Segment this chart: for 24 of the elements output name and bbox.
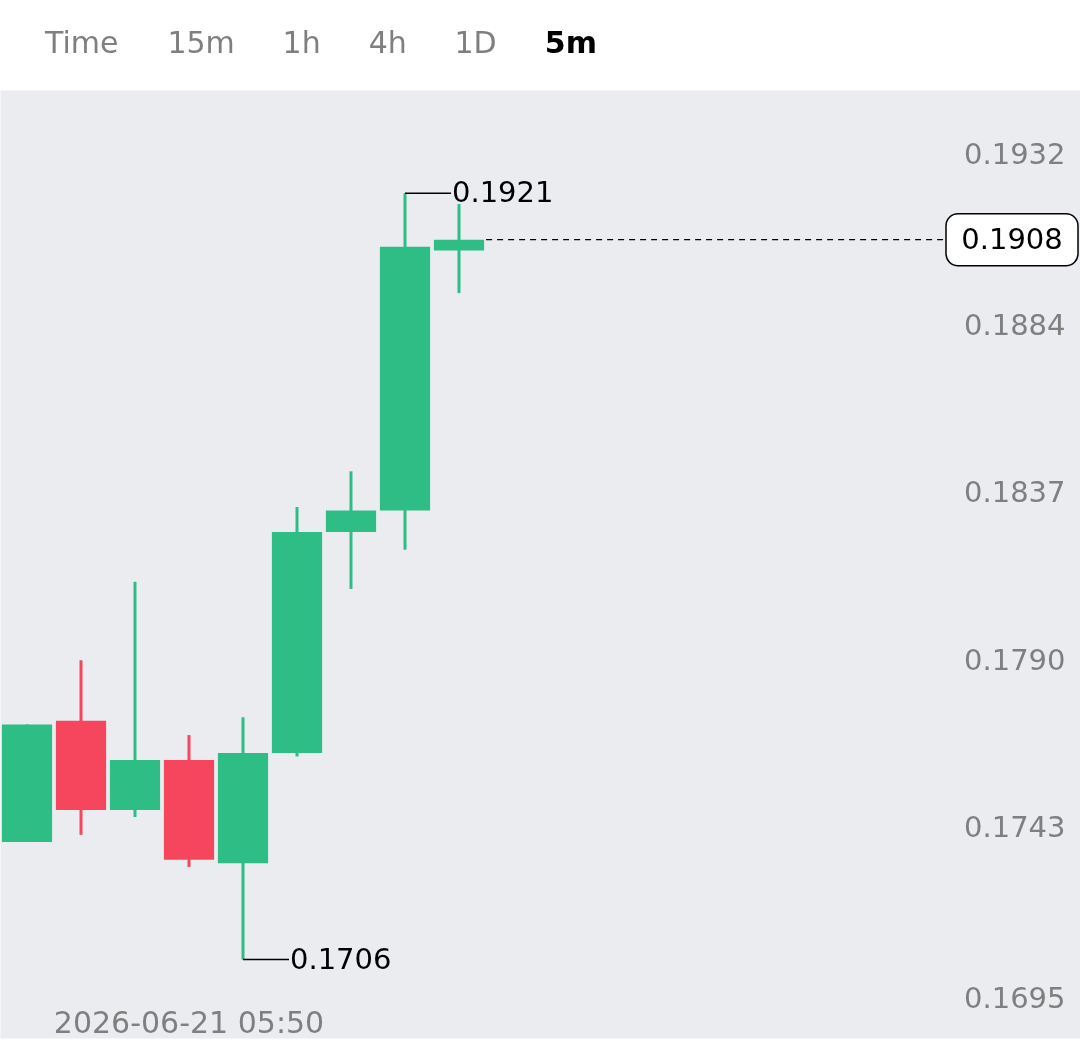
text: 15m bbox=[167, 25, 235, 60]
text: 4h bbox=[368, 25, 407, 60]
text: 1h bbox=[282, 25, 321, 60]
x-tick-label: 2026-06-21 05:50 bbox=[53, 1004, 325, 1040]
candlestick bbox=[379, 193, 431, 550]
y-tick-label: 0.1743 bbox=[964, 810, 1066, 845]
y-tick-label: 0.1790 bbox=[964, 642, 1066, 677]
text: Time bbox=[44, 25, 119, 60]
y-tick-label: 0.1837 bbox=[964, 475, 1066, 510]
candlestick bbox=[325, 471, 377, 589]
y-tick-label: 0.1695 bbox=[964, 981, 1066, 1016]
text: 0.1706 bbox=[290, 941, 392, 976]
candlestick bbox=[55, 660, 107, 835]
y-tick-label: 0.1884 bbox=[964, 307, 1066, 342]
candlestick bbox=[109, 580, 161, 819]
y-tick-label: 0.1932 bbox=[964, 136, 1066, 171]
text: 0.1921 bbox=[452, 175, 554, 210]
text: 1D bbox=[454, 25, 497, 60]
candlestick bbox=[217, 717, 269, 960]
candlestick bbox=[163, 735, 215, 867]
candlestick bbox=[271, 506, 323, 757]
text: 5m bbox=[544, 25, 597, 60]
ref-line-label: 0.1908 bbox=[961, 221, 1063, 256]
candlestick bbox=[1, 724, 53, 842]
